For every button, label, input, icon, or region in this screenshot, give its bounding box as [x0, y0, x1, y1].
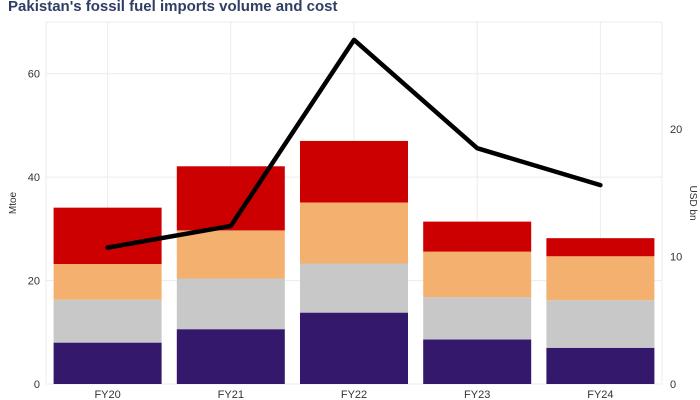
- bar-segment-1: [53, 342, 162, 384]
- bar-segment-4: [176, 166, 285, 231]
- bar-segment-1: [546, 347, 655, 384]
- x-tick-label: FY21: [218, 389, 244, 400]
- bar-segment-3: [300, 202, 408, 264]
- y-tick-label: 60: [28, 69, 40, 81]
- x-tick-label: FY24: [587, 389, 613, 400]
- bar-segment-2: [53, 299, 162, 343]
- y-right-axis-label: USD bn: [687, 185, 698, 220]
- bar-segment-1: [176, 329, 285, 384]
- bar-segment-3: [423, 251, 532, 298]
- y-tick-label: 0: [34, 379, 40, 391]
- x-tick-label: FY23: [464, 389, 490, 400]
- bar-segment-4: [423, 221, 532, 252]
- bar-segment-2: [176, 278, 285, 330]
- y-tick-label: 20: [28, 276, 40, 288]
- bar-segment-2: [423, 297, 532, 340]
- y-right-tick-label: 10: [670, 252, 682, 264]
- y-right-tick-label: 0: [670, 379, 676, 391]
- bar-segment-3: [546, 256, 655, 301]
- bar-segment-2: [546, 300, 655, 348]
- y-axis-label: Mtoe: [8, 191, 19, 214]
- x-tick-label: FY20: [94, 389, 120, 400]
- bar-segment-4: [546, 238, 655, 257]
- bar-segment-3: [176, 230, 285, 279]
- bar-segment-4: [53, 207, 162, 265]
- bar-segment-1: [423, 339, 532, 384]
- chart-title: Pakistan's fossil fuel imports volume an…: [8, 0, 338, 15]
- bar-segment-1: [300, 312, 408, 384]
- bar-segment-4: [300, 140, 408, 203]
- bar-segment-3: [53, 264, 162, 300]
- bar-segment-2: [300, 263, 408, 313]
- x-tick-label: FY22: [341, 389, 367, 400]
- y-right-tick-label: 20: [670, 124, 682, 136]
- y-tick-label: 40: [28, 172, 40, 184]
